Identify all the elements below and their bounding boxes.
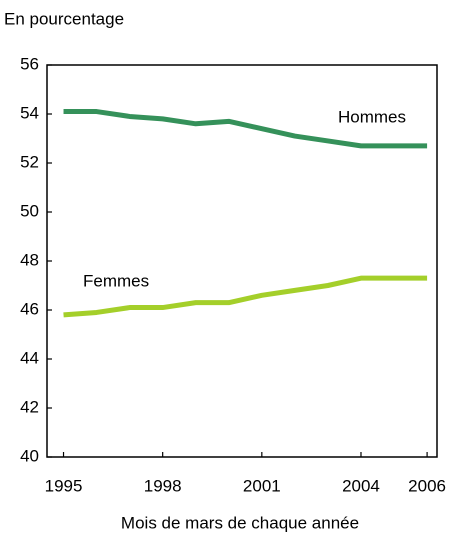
- x-axis-title: Mois de mars de chaque année: [121, 513, 359, 532]
- y-tick-label: 42: [20, 397, 39, 416]
- x-tick-label: 1995: [45, 476, 83, 495]
- y-tick-label: 46: [20, 299, 39, 318]
- series-line: [63, 275, 428, 318]
- y-tick-label: 40: [20, 446, 39, 465]
- y-tick-label: 44: [20, 348, 39, 367]
- series-label: Hommes: [338, 107, 406, 126]
- y-tick-label: 48: [20, 250, 39, 269]
- y-tick-label: 54: [20, 103, 39, 122]
- series-line: [63, 109, 428, 149]
- x-tick-label: 2006: [408, 476, 446, 495]
- y-tick-label: 50: [20, 201, 39, 220]
- x-tick-label: 1998: [144, 476, 182, 495]
- y-axis-title: En pourcentage: [4, 9, 124, 28]
- y-tick-label: 56: [20, 54, 39, 73]
- series-label: Femmes: [83, 271, 149, 290]
- y-tick-label: 52: [20, 152, 39, 171]
- x-tick-label: 2001: [243, 476, 281, 495]
- x-tick-label: 2004: [342, 476, 380, 495]
